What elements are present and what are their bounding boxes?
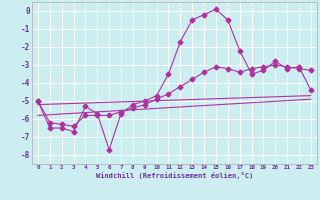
X-axis label: Windchill (Refroidissement éolien,°C): Windchill (Refroidissement éolien,°C) xyxy=(96,172,253,179)
